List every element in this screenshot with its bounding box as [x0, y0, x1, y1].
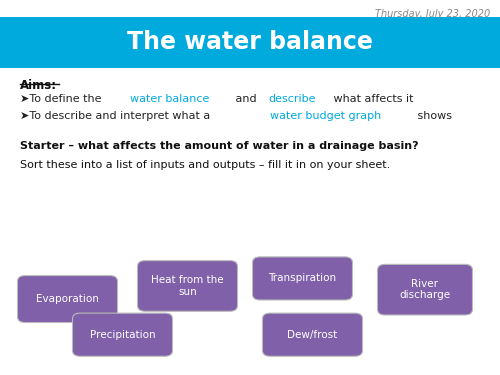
Text: water balance: water balance: [130, 94, 209, 104]
Text: and: and: [232, 94, 260, 104]
Text: Dew/frost: Dew/frost: [288, 330, 338, 340]
Text: Aims:: Aims:: [20, 79, 57, 92]
Text: Heat from the
sun: Heat from the sun: [151, 275, 224, 297]
FancyBboxPatch shape: [138, 261, 237, 311]
Text: River
discharge: River discharge: [400, 279, 450, 300]
Text: shows: shows: [414, 111, 452, 121]
FancyBboxPatch shape: [262, 313, 362, 356]
Text: Thursday, July 23, 2020: Thursday, July 23, 2020: [375, 9, 490, 20]
Text: Starter – what affects the amount of water in a drainage basin?: Starter – what affects the amount of wat…: [20, 141, 418, 151]
Text: The water balance: The water balance: [127, 30, 373, 54]
Text: describe: describe: [268, 94, 316, 104]
Text: what affects it: what affects it: [330, 94, 413, 104]
FancyBboxPatch shape: [0, 17, 500, 68]
Text: Precipitation: Precipitation: [90, 330, 156, 340]
Text: Evaporation: Evaporation: [36, 294, 99, 304]
FancyBboxPatch shape: [72, 313, 172, 356]
Text: ➤To describe and interpret what a: ➤To describe and interpret what a: [20, 111, 214, 121]
Text: Transpiration: Transpiration: [268, 273, 336, 284]
Text: Sort these into a list of inputs and outputs – fill it in on your sheet.: Sort these into a list of inputs and out…: [20, 160, 390, 170]
Text: ➤To define the: ➤To define the: [20, 94, 105, 104]
FancyBboxPatch shape: [252, 257, 352, 300]
Text: water budget graph: water budget graph: [270, 111, 382, 121]
FancyBboxPatch shape: [18, 276, 117, 322]
FancyBboxPatch shape: [378, 264, 472, 315]
